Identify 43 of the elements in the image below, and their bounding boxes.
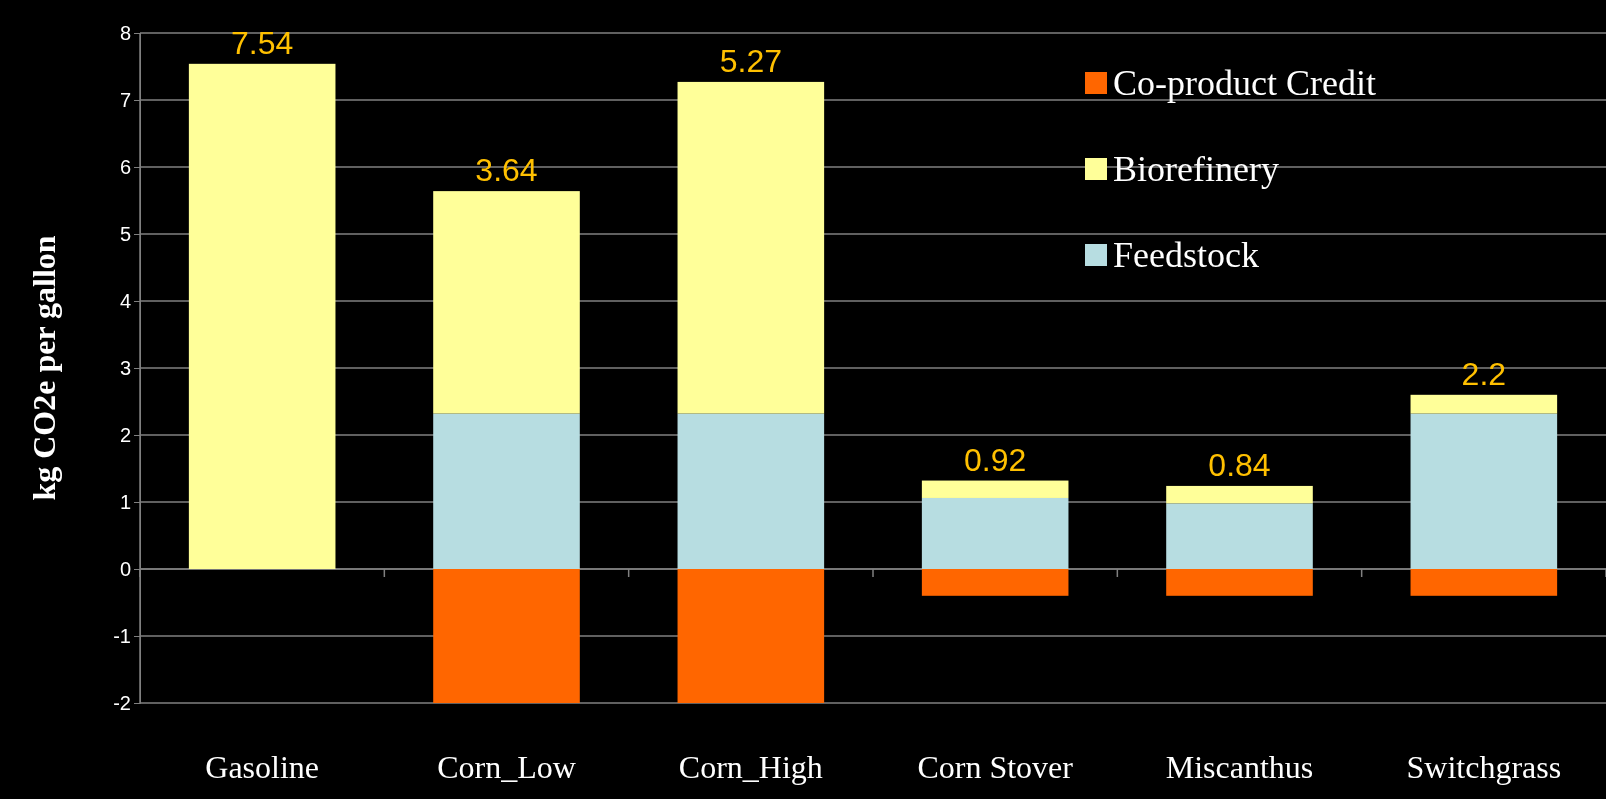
x-tick-label: Gasoline (205, 749, 320, 785)
total-label: 0.84 (1208, 446, 1271, 483)
bar (188, 63, 336, 569)
bar (921, 480, 1069, 498)
y-tick-label: -1 (113, 624, 131, 647)
bar (1166, 503, 1313, 569)
total-label: 3.64 (475, 152, 538, 189)
x-tick-label: Switchgrass (1406, 749, 1562, 785)
legend-label: Biorefinery (1113, 149, 1279, 189)
y-tick-label: 6 (119, 155, 131, 178)
bar (1410, 569, 1558, 596)
bar (433, 191, 580, 414)
y-tick-label: 5 (119, 222, 131, 245)
total-label: 7.54 (231, 24, 294, 61)
y-axis-title: kg CO2e per gallon (26, 235, 62, 501)
y-tick-label: 8 (119, 21, 131, 44)
bar (1166, 485, 1313, 504)
y-tick-label: 7 (119, 88, 131, 111)
bar (677, 81, 825, 414)
x-tick-label: Miscanthus (1165, 749, 1314, 785)
legend-label: Feedstock (1113, 235, 1259, 275)
y-tick-label: 4 (119, 289, 131, 312)
bar (677, 569, 825, 703)
x-tick-label: Corn_Low (437, 749, 576, 785)
bar (921, 497, 1069, 569)
bar (1410, 413, 1558, 569)
x-tick-label: Corn Stover (917, 749, 1074, 785)
y-tick-label: 2 (119, 423, 131, 446)
y-tick-label: 1 (119, 490, 131, 513)
legend-label: Co-product Credit (1113, 63, 1376, 103)
bar (677, 413, 825, 569)
bar (433, 413, 580, 569)
bar (921, 569, 1069, 596)
x-tick-label: Corn_High (678, 749, 823, 785)
bar (1166, 569, 1313, 596)
y-tick-label: 3 (119, 356, 131, 379)
total-label: 2.2 (1461, 355, 1507, 392)
y-tick-label: 0 (119, 557, 131, 580)
y-tick-label: -2 (113, 691, 131, 714)
total-label: 0.92 (964, 441, 1027, 478)
total-label: 5.27 (719, 42, 782, 79)
bar (433, 569, 580, 703)
bar (1410, 394, 1558, 414)
